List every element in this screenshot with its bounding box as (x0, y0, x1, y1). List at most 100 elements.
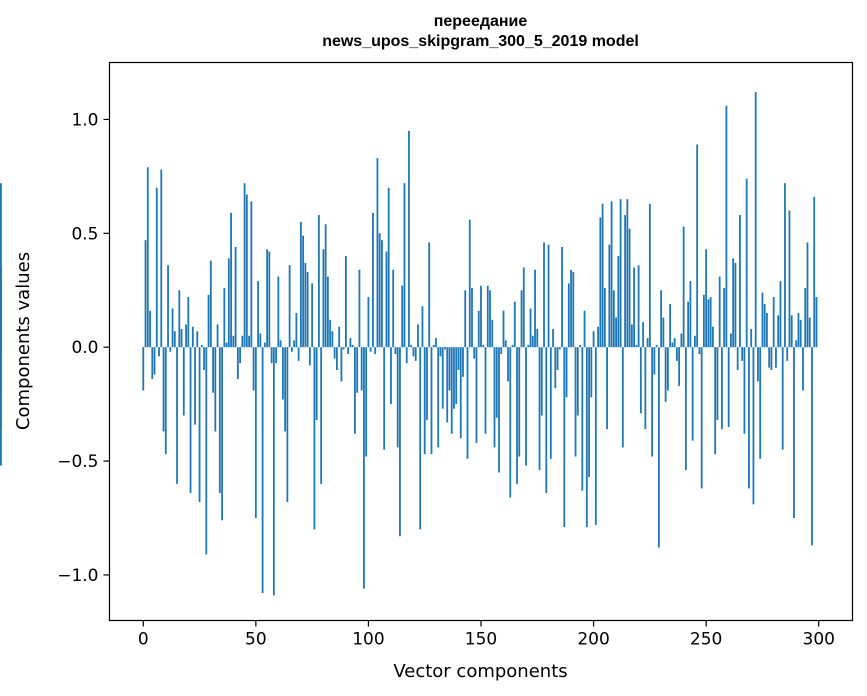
bar-3 (149, 310, 151, 348)
bar-241 (684, 347, 687, 471)
bar-221 (639, 347, 642, 414)
bar-17 (180, 328, 183, 348)
bar-297 (811, 347, 813, 546)
bar-4 (151, 347, 154, 380)
bar-248 (700, 347, 703, 489)
bar-194 (579, 344, 581, 348)
bar-202 (597, 326, 599, 348)
bar-110 (390, 347, 392, 405)
bar-288 (790, 315, 793, 348)
bar-1 (144, 240, 147, 348)
bar-252 (709, 297, 712, 348)
bar-67 (293, 340, 296, 348)
bar-54 (263, 342, 266, 348)
bar-251 (707, 299, 710, 348)
bar-235 (671, 342, 674, 348)
bar-47 (248, 335, 250, 348)
bar-271 (752, 347, 755, 505)
bar-162 (507, 347, 509, 382)
bar-246 (696, 144, 699, 348)
bar-45 (243, 183, 246, 348)
bar-65 (288, 265, 291, 348)
bar-96 (358, 269, 361, 348)
bar-218 (633, 267, 635, 348)
bar-77 (315, 347, 318, 421)
bar-217 (630, 324, 633, 348)
bar-164 (511, 344, 514, 348)
bar-64 (286, 347, 289, 503)
bar-181 (549, 347, 552, 459)
bar-291 (797, 313, 800, 348)
bar-257 (721, 347, 723, 430)
bar-255 (716, 347, 719, 421)
bar-219 (635, 344, 638, 348)
bar-44 (241, 335, 244, 348)
bar-10 (164, 347, 167, 455)
bar-274 (759, 347, 762, 459)
bar-285 (784, 183, 786, 348)
bar-98 (363, 347, 365, 589)
bar-153 (486, 285, 489, 348)
bar-30 (209, 260, 212, 348)
bar-43 (239, 347, 241, 364)
bar-157 (495, 347, 498, 418)
bar-172 (529, 308, 532, 348)
bar-146 (471, 287, 473, 348)
bar-210 (615, 317, 617, 348)
bar-259 (725, 105, 728, 348)
bar-86 (336, 347, 338, 370)
bar-145 (468, 219, 471, 348)
bar-46 (245, 194, 248, 348)
bar-34 (218, 347, 221, 493)
bar-21 (189, 347, 192, 493)
bar-250 (705, 249, 708, 348)
bar-89 (342, 347, 345, 350)
bar-244 (691, 347, 694, 441)
bar-154 (489, 290, 491, 348)
bar-12 (169, 347, 172, 352)
bar-185 (558, 347, 561, 350)
bar-50 (254, 347, 257, 519)
bar-206 (606, 347, 608, 430)
x-tick-label: 50 (245, 630, 267, 650)
y-axis-ticks: −1.0 −0.5 0.0 0.5 1.0 (57, 110, 110, 586)
bar-236 (673, 338, 676, 348)
bar-230 (660, 290, 663, 348)
bar-127 (428, 242, 431, 348)
bar-32 (214, 347, 217, 432)
bar-239 (680, 333, 683, 348)
bar-152 (484, 347, 487, 434)
bar-125 (423, 347, 426, 455)
bar-238 (678, 347, 681, 386)
bar-243 (689, 281, 692, 348)
bar-117 (405, 347, 408, 364)
x-tick-label: 150 (465, 630, 497, 650)
bar-115 (401, 285, 404, 348)
bar-144 (466, 347, 469, 459)
bar-13 (171, 308, 174, 348)
bar-36 (223, 287, 226, 348)
chart-title-block: переедание news_upos_skipgram_300_5_2019… (109, 12, 852, 52)
bar-160 (502, 310, 505, 348)
bar-149 (477, 310, 480, 348)
bar-90 (345, 256, 347, 348)
bar-113 (396, 347, 399, 448)
bar-29 (207, 294, 210, 348)
bar-111 (392, 269, 395, 348)
bar-279 (770, 347, 773, 370)
bar-42 (236, 347, 239, 380)
bar-267 (743, 347, 746, 434)
bar-226 (651, 347, 654, 457)
bar-139 (455, 347, 458, 405)
bar-75 (311, 283, 314, 348)
bar-158 (498, 347, 500, 473)
bar-228 (655, 344, 658, 348)
bar-240 (682, 226, 685, 348)
bar-220 (637, 265, 640, 348)
bar-276 (763, 303, 766, 348)
bar-198 (588, 347, 590, 478)
bar-140 (457, 347, 460, 370)
bar-277 (766, 313, 768, 348)
bar-187 (563, 347, 566, 528)
bar-128 (430, 347, 433, 455)
